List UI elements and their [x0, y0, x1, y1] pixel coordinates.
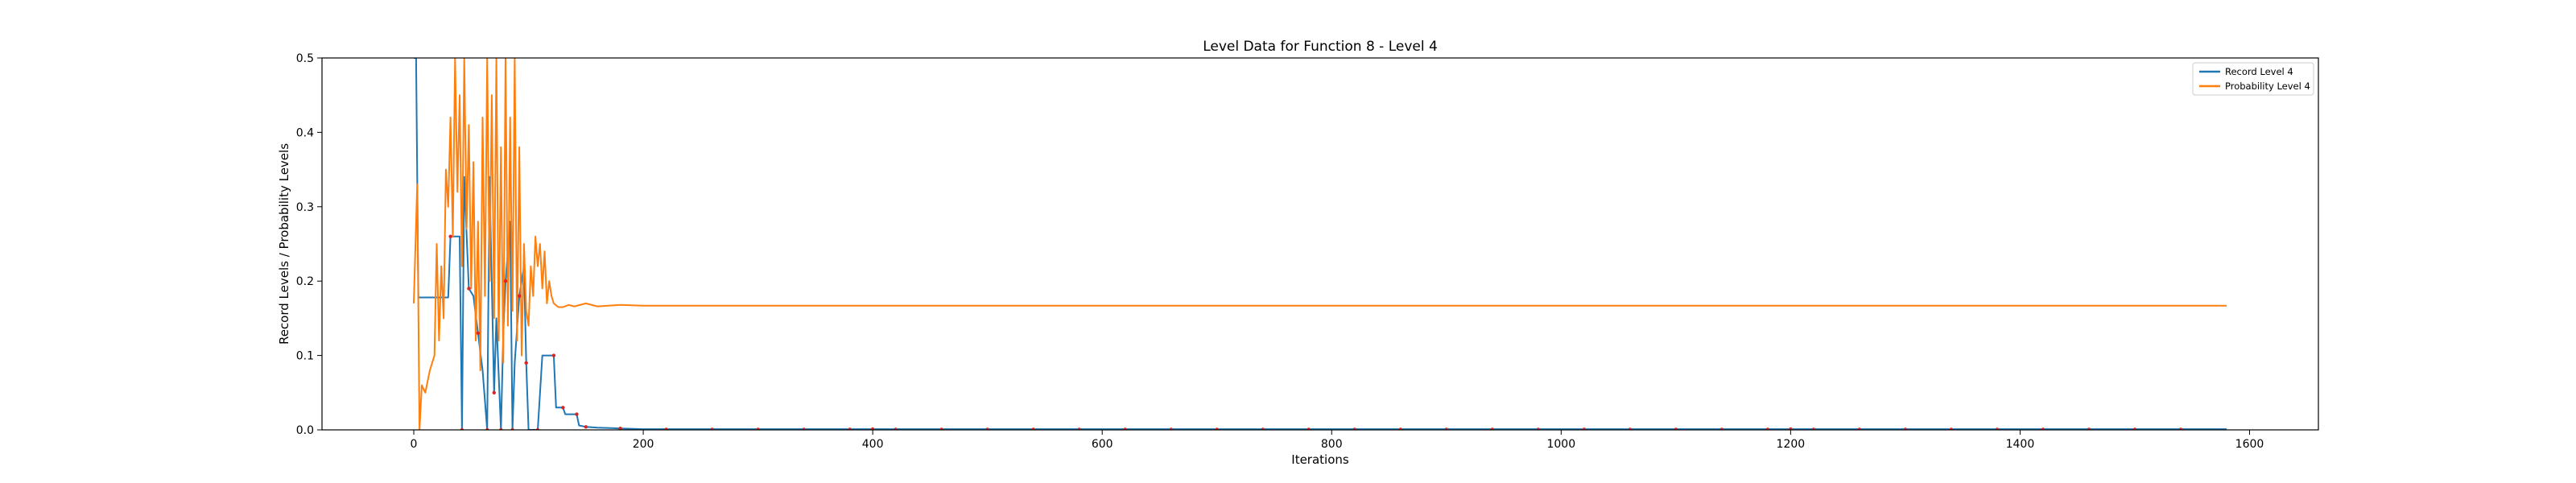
record-marker — [551, 353, 556, 357]
x-axis-label: Iterations — [1291, 452, 1349, 467]
y-tick-label: 0.2 — [296, 275, 314, 288]
series-line-1 — [413, 58, 2227, 430]
record-marker — [2041, 427, 2045, 430]
record-marker — [1674, 427, 1678, 430]
y-axis: 0.0 0.1 0.2 0.3 0.4 0.5 — [296, 52, 322, 437]
record-marker — [1766, 427, 1769, 430]
record-marker — [448, 234, 452, 238]
record-marker — [2087, 427, 2091, 430]
record-marker — [1583, 427, 1586, 430]
plot-area — [321, 57, 2319, 431]
record-marker — [467, 287, 471, 291]
record-marker — [664, 427, 668, 430]
record-marker — [1352, 427, 1356, 430]
record-marker — [1904, 427, 1907, 430]
record-marker — [2133, 427, 2136, 430]
series-line-0 — [414, 58, 2227, 430]
y-tick-label: 0.3 — [296, 201, 314, 214]
plot-frame — [321, 57, 2319, 431]
y-tick-label: 0.0 — [296, 424, 314, 437]
record-marker — [1812, 427, 1815, 430]
record-marker — [1537, 427, 1540, 430]
y-axis-label: Record Levels / Probability Levels — [277, 143, 291, 345]
record-marker — [1629, 427, 1632, 430]
chart-title: Level Data for Function 8 - Level 4 — [1203, 39, 1438, 55]
x-axis: 0 200 400 600 800 1000 1200 1400 1600 — [411, 430, 2264, 451]
record-marker — [575, 412, 579, 416]
record-marker — [1261, 427, 1265, 430]
record-marker — [1077, 427, 1081, 430]
record-marker — [618, 426, 622, 430]
record-marker — [492, 390, 496, 394]
y-tick-label: 0.4 — [296, 126, 314, 139]
x-tick-label: 1600 — [2235, 438, 2264, 451]
record-marker — [1398, 427, 1402, 430]
x-tick-label: 0 — [411, 438, 418, 451]
series-layer — [413, 58, 2227, 430]
legend-label-probability-level: Probability Level 4 — [2225, 80, 2310, 92]
record-marker — [939, 427, 943, 430]
record-marker — [524, 361, 528, 365]
record-marker — [848, 427, 852, 430]
record-marker — [1789, 427, 1793, 430]
record-marker — [1444, 427, 1448, 430]
record-marker — [561, 406, 565, 410]
x-tick-label: 200 — [633, 438, 654, 451]
record-marker — [1169, 427, 1173, 430]
record-marker — [584, 425, 588, 429]
record-marker — [710, 427, 714, 430]
record-marker — [985, 427, 989, 430]
x-tick-label: 800 — [1321, 438, 1343, 451]
record-marker — [476, 331, 481, 336]
legend-label-record-level: Record Level 4 — [2225, 66, 2293, 77]
record-marker — [1031, 427, 1035, 430]
record-marker — [1950, 427, 1953, 430]
record-marker — [1490, 427, 1494, 430]
record-marker — [894, 427, 898, 430]
y-tick-label: 0.5 — [296, 52, 314, 65]
record-marker — [1307, 427, 1311, 430]
x-tick-label: 600 — [1092, 438, 1113, 451]
record-marker — [503, 279, 508, 283]
record-marker — [802, 427, 806, 430]
record-marker — [517, 294, 522, 298]
record-marker — [1215, 427, 1219, 430]
record-marker — [1720, 427, 1724, 430]
legend-box — [2192, 62, 2314, 96]
record-marker — [1858, 427, 1861, 430]
record-marker — [1123, 427, 1127, 430]
x-tick-label: 400 — [862, 438, 884, 451]
record-marker — [870, 427, 875, 430]
x-tick-label: 1200 — [1777, 438, 1806, 451]
x-tick-label: 1400 — [2006, 438, 2035, 451]
record-marker — [1996, 427, 1999, 430]
record-marker — [756, 427, 760, 430]
marker-layer — [448, 234, 2182, 430]
record-marker — [2179, 427, 2182, 430]
x-tick-label: 1000 — [1546, 438, 1575, 451]
legend: Record Level 4 Probability Level 4 — [2192, 62, 2314, 96]
y-tick-label: 0.1 — [296, 350, 314, 363]
